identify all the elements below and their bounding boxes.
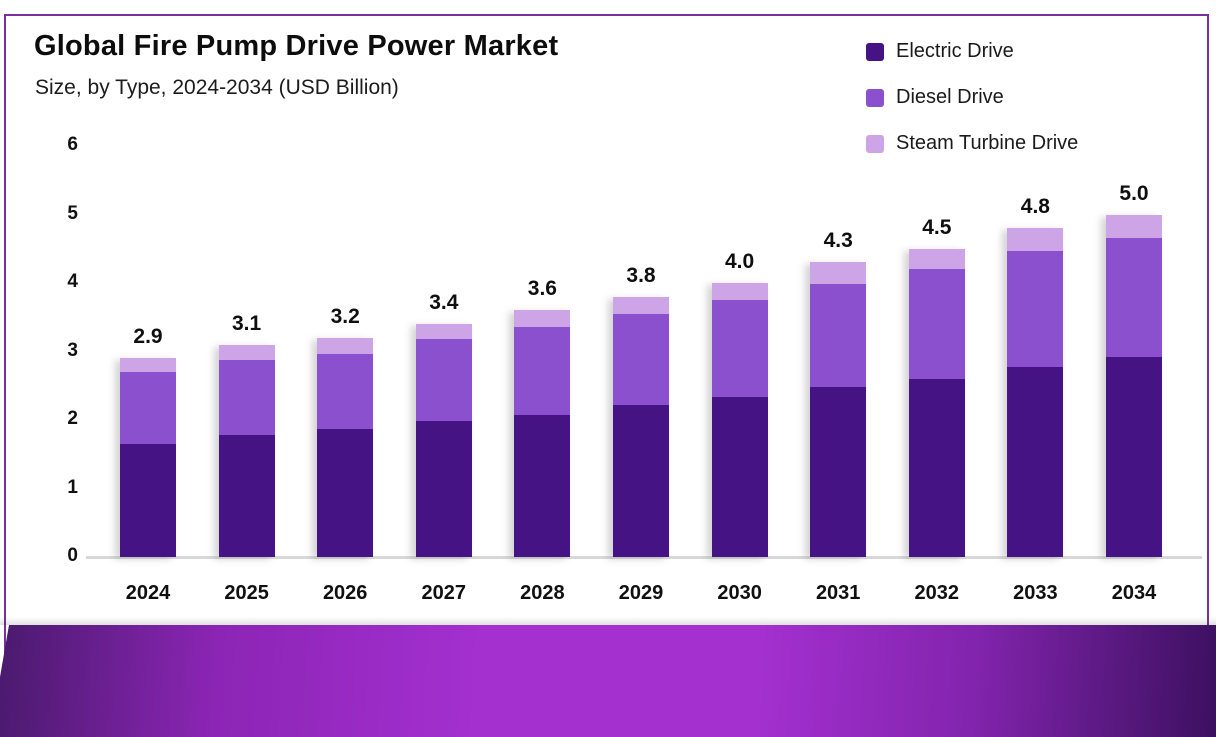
- bar-segment: [711, 300, 768, 398]
- x-axis-tick-label: 2024: [125, 582, 171, 604]
- bar-2028: [514, 310, 571, 557]
- legend-swatch-icon: [866, 42, 884, 61]
- bar-value-label: 3.8: [626, 263, 656, 287]
- bar-segment: [514, 414, 571, 557]
- bar-segment: [317, 353, 374, 429]
- x-axis-tick-label: 2028: [520, 582, 565, 604]
- bar-2033: [1007, 228, 1064, 557]
- x-axis-tick-label: 2025: [224, 582, 269, 604]
- legend-label: Electric Drive: [896, 40, 1014, 62]
- y-axis-tick-label: 6: [67, 134, 78, 155]
- bar-value-label: 4.5: [922, 215, 952, 239]
- bar-2029: [613, 296, 669, 557]
- x-axis-tick-label: 2032: [914, 582, 960, 604]
- bar-segment: [218, 359, 275, 436]
- bar-value-label: 3.1: [231, 311, 262, 335]
- y-axis-tick-label: 3: [67, 339, 78, 361]
- bar-segment: [810, 262, 867, 285]
- bar-segment: [317, 428, 374, 557]
- chart-subtitle: Size, by Type, 2024-2034 (USD Billion): [35, 76, 399, 99]
- x-axis-tick-label: 2031: [815, 582, 861, 604]
- bar-segment: [908, 269, 965, 379]
- bar-segment: [218, 344, 275, 360]
- bar-value-label: 3.6: [527, 277, 557, 301]
- legend-swatch-icon: [866, 88, 884, 107]
- bar-2024: [120, 358, 176, 557]
- bar-value-label: 4.3: [823, 229, 853, 253]
- x-axis-line: [86, 556, 1202, 559]
- bar-2032: [908, 248, 965, 557]
- bar-segment: [1007, 250, 1064, 368]
- legend: Electric Drive Diesel Drive Steam Turbine …: [866, 40, 1078, 155]
- bar-segment: [711, 283, 768, 301]
- bar-2030: [711, 283, 768, 557]
- bar-segment: [415, 339, 472, 422]
- bar-segment: [1106, 238, 1162, 357]
- bar-value-label: 4.8: [1020, 195, 1050, 219]
- bar-value-label: 3.4: [429, 291, 459, 315]
- bar-segment: [218, 435, 275, 557]
- bar-segment: [120, 372, 176, 444]
- x-axis-tick-label: 2033: [1013, 582, 1058, 604]
- bar-2026: [317, 337, 374, 557]
- bar-segment: [613, 404, 669, 557]
- bar-segment: [1106, 356, 1162, 557]
- bar-segment: [415, 421, 472, 557]
- bar-segment: [1106, 214, 1162, 239]
- legend-item: Diesel Drive: [866, 86, 1078, 109]
- bar-segment: [514, 310, 571, 327]
- footer-banner: The Market will Grow At the CAGR of: 5.7…: [0, 625, 1216, 737]
- legend-label: Steam Turbine Drive: [896, 132, 1079, 154]
- bar-segment: [1007, 367, 1064, 557]
- x-axis-tick-label: 2034: [1111, 582, 1157, 604]
- legend-item: Steam Turbine Drive: [866, 132, 1078, 155]
- x-axis-tick-label: 2029: [618, 582, 664, 604]
- bar-segment: [1007, 228, 1064, 251]
- bar-segment: [711, 397, 768, 557]
- bar-2025: [218, 344, 275, 557]
- bar-segment: [908, 378, 965, 557]
- bar-value-label: 4.0: [724, 250, 755, 273]
- bar-segment: [613, 296, 669, 315]
- x-axis-tick-label: 2026: [322, 582, 368, 604]
- bar-2034: [1106, 214, 1162, 558]
- bar-2027: [415, 324, 472, 557]
- bar-value-label: 3.2: [330, 304, 360, 328]
- bar-value-label: 5.0: [1119, 181, 1149, 205]
- bar-segment: [317, 337, 374, 354]
- y-axis-tick-label: 2: [67, 408, 78, 429]
- x-axis-tick-label: 2030: [717, 582, 762, 604]
- bar-segment: [908, 248, 965, 270]
- chart-title: Global Fire Pump Drive Power Market: [34, 30, 559, 62]
- legend-swatch-icon: [866, 134, 884, 153]
- legend-label: Diesel Drive: [896, 86, 1004, 108]
- bar-segment: [120, 443, 176, 557]
- legend-item: Electric Drive: [866, 40, 1078, 63]
- y-axis-tick-label: 0: [67, 545, 78, 566]
- y-axis-tick-label: 5: [67, 202, 78, 224]
- bar-segment: [810, 387, 867, 557]
- bar-segment: [810, 284, 867, 388]
- bar-2031: [810, 262, 867, 557]
- y-axis-tick-label: 1: [67, 476, 78, 498]
- bar-segment: [613, 314, 669, 405]
- bar-value-label: 2.9: [133, 325, 163, 349]
- x-axis-tick-label: 2027: [421, 582, 467, 604]
- bar-segment: [120, 358, 176, 373]
- banner-top-shadow: [0, 617, 1216, 625]
- bar-segment: [514, 326, 571, 415]
- y-axis-tick-label: 4: [67, 271, 78, 292]
- bar-segment: [415, 324, 472, 340]
